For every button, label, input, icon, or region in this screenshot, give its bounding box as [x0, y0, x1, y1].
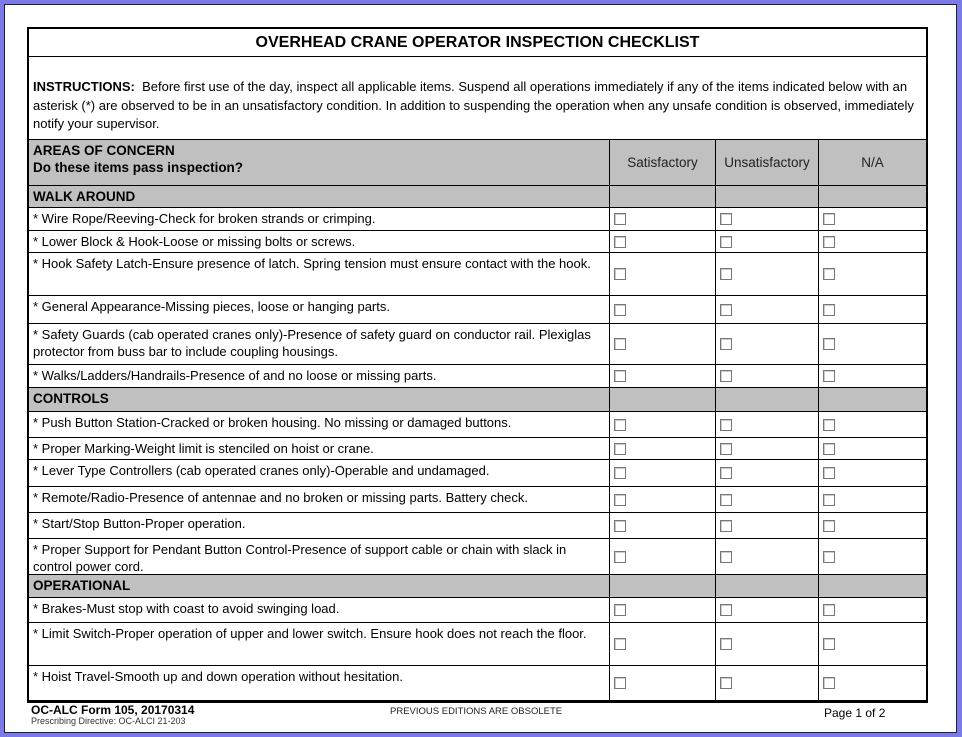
satisfactory-checkbox[interactable] — [614, 638, 626, 650]
satisfactory-checkbox[interactable] — [614, 493, 626, 506]
form-page — [4, 4, 957, 733]
item-description: * Remote/Radio-Presence of antennae and … — [29, 487, 610, 512]
na-checkbox[interactable] — [823, 638, 835, 650]
unsatisfactory-checkbox[interactable] — [720, 493, 732, 506]
item-description: * Limit Switch-Proper operation of upper… — [29, 623, 610, 665]
item-description: * Lower Block & Hook-Loose or missing bo… — [29, 231, 610, 252]
na-checkbox[interactable] — [823, 418, 835, 431]
item-description: * Hoist Travel-Smooth up and down operat… — [29, 666, 610, 700]
unsatisfactory-checkbox[interactable] — [720, 418, 732, 431]
question-heading: Do these items pass inspection? — [33, 160, 244, 175]
unsatisfactory-checkbox[interactable] — [720, 519, 732, 532]
na-checkbox[interactable] — [823, 519, 835, 532]
satisfactory-checkbox[interactable] — [614, 370, 626, 382]
satisfactory-checkbox[interactable] — [614, 303, 626, 316]
satisfactory-checkbox[interactable] — [614, 467, 626, 479]
item-description: * Lever Type Controllers (cab operated c… — [29, 460, 610, 486]
satisfactory-checkbox[interactable] — [614, 213, 626, 225]
satisfactory-checkbox[interactable] — [614, 519, 626, 532]
item-description: * Push Button Station-Cracked or broken … — [29, 412, 610, 437]
checklist-item-row: * Hook Safety Latch-Ensure presence of l… — [29, 253, 926, 296]
section-title: WALK AROUND — [29, 186, 610, 207]
section-row: OPERATIONAL — [29, 575, 926, 598]
satisfactory-checkbox[interactable] — [614, 550, 626, 563]
item-description: * Safety Guards (cab operated cranes onl… — [29, 324, 610, 364]
na-checkbox[interactable] — [823, 268, 835, 280]
checklist-item-row: * Start/Stop Button-Proper operation. — [29, 513, 926, 539]
checklist-item-row: * General Appearance-Missing pieces, loo… — [29, 296, 926, 324]
section-row: CONTROLS — [29, 388, 926, 412]
unsatisfactory-checkbox[interactable] — [720, 638, 732, 650]
checklist-item-row: * Walks/Ladders/Handrails-Presence of an… — [29, 365, 926, 388]
unsatisfactory-checkbox[interactable] — [720, 338, 732, 350]
satisfactory-checkbox[interactable] — [614, 604, 626, 616]
na-checkbox[interactable] — [823, 467, 835, 479]
satisfactory-checkbox[interactable] — [614, 442, 626, 455]
checklist-table: OVERHEAD CRANE OPERATOR INSPECTION CHECK… — [27, 27, 928, 703]
unsatisfactory-checkbox[interactable] — [720, 677, 732, 689]
unsatisfactory-checkbox[interactable] — [720, 303, 732, 316]
na-checkbox[interactable] — [823, 370, 835, 382]
na-checkbox[interactable] — [823, 213, 835, 225]
na-header: N/A — [861, 155, 884, 170]
instructions: INSTRUCTIONS: Before first use of the da… — [29, 57, 926, 140]
na-checkbox[interactable] — [823, 303, 835, 316]
satisfactory-checkbox[interactable] — [614, 677, 626, 689]
satisfactory-checkbox[interactable] — [614, 338, 626, 350]
satisfactory-checkbox[interactable] — [614, 268, 626, 280]
checklist-item-row: * Proper Support for Pendant Button Cont… — [29, 539, 926, 575]
form-title: OVERHEAD CRANE OPERATOR INSPECTION CHECK… — [29, 29, 926, 57]
na-checkbox[interactable] — [823, 338, 835, 350]
checklist-item-row: * Proper Marking-Weight limit is stencil… — [29, 438, 926, 460]
unsatisfactory-checkbox[interactable] — [720, 235, 732, 248]
checklist-item-row: * Limit Switch-Proper operation of upper… — [29, 623, 926, 666]
unsatisfactory-checkbox[interactable] — [720, 550, 732, 563]
checklist-item-row: * Push Button Station-Cracked or broken … — [29, 412, 926, 438]
item-description: * Proper Marking-Weight limit is stencil… — [29, 438, 610, 459]
satisfactory-header: Satisfactory — [610, 140, 716, 185]
unsatisfactory-checkbox[interactable] — [720, 442, 732, 455]
item-description: * Proper Support for Pendant Button Cont… — [29, 539, 610, 574]
unsatisfactory-checkbox[interactable] — [720, 604, 732, 616]
instructions-text: Before first use of the day, inspect all… — [33, 79, 914, 131]
satisfactory-checkbox[interactable] — [614, 418, 626, 431]
unsatisfactory-checkbox[interactable] — [720, 268, 732, 280]
satisfactory-checkbox[interactable] — [614, 235, 626, 248]
checklist-item-row: * Lever Type Controllers (cab operated c… — [29, 460, 926, 487]
na-checkbox[interactable] — [823, 550, 835, 563]
na-checkbox[interactable] — [823, 493, 835, 506]
section-title: OPERATIONAL — [29, 575, 610, 597]
item-description: * Wire Rope/Reeving-Check for broken str… — [29, 208, 610, 230]
checklist-item-row: * Lower Block & Hook-Loose or missing bo… — [29, 231, 926, 253]
item-description: * Brakes-Must stop with coast to avoid s… — [29, 598, 610, 622]
na-checkbox[interactable] — [823, 442, 835, 455]
section-title: CONTROLS — [29, 388, 610, 411]
unsatisfactory-checkbox[interactable] — [720, 370, 732, 382]
item-description: * Start/Stop Button-Proper operation. — [29, 513, 610, 538]
obsolete-notice: PREVIOUS EDITIONS ARE OBSOLETE — [390, 706, 563, 717]
item-description: * Hook Safety Latch-Ensure presence of l… — [29, 253, 610, 295]
column-header-row: AREAS OF CONCERN Do these items pass insp… — [29, 140, 926, 186]
na-checkbox[interactable] — [823, 604, 835, 616]
item-description: * Walks/Ladders/Handrails-Presence of an… — [29, 365, 610, 387]
page-number: Page 1 of 2 — [824, 706, 886, 720]
section-row: WALK AROUND — [29, 186, 926, 208]
instructions-label: INSTRUCTIONS: — [33, 79, 135, 94]
prescribing-directive: Prescribing Directive: OC-ALCI 21-203 — [31, 716, 186, 726]
form-number: OC-ALC Form 105, 20170314 — [31, 703, 195, 717]
na-checkbox[interactable] — [823, 235, 835, 248]
unsatisfactory-checkbox[interactable] — [720, 213, 732, 225]
unsatisfactory-checkbox[interactable] — [720, 467, 732, 479]
checklist-item-row: * Hoist Travel-Smooth up and down operat… — [29, 666, 926, 700]
areas-of-concern-heading: AREAS OF CONCERN — [33, 143, 175, 158]
checklist-item-row: * Remote/Radio-Presence of antennae and … — [29, 487, 926, 513]
checklist-item-row: * Wire Rope/Reeving-Check for broken str… — [29, 208, 926, 231]
item-description: * General Appearance-Missing pieces, loo… — [29, 296, 610, 323]
na-checkbox[interactable] — [823, 677, 835, 689]
checklist-item-row: * Brakes-Must stop with coast to avoid s… — [29, 598, 926, 623]
unsatisfactory-header: Unsatisfactory — [716, 140, 819, 185]
checklist-body: WALK AROUND * Wire Rope/Reeving-Check for… — [29, 186, 926, 700]
checklist-item-row: * Safety Guards (cab operated cranes onl… — [29, 324, 926, 365]
